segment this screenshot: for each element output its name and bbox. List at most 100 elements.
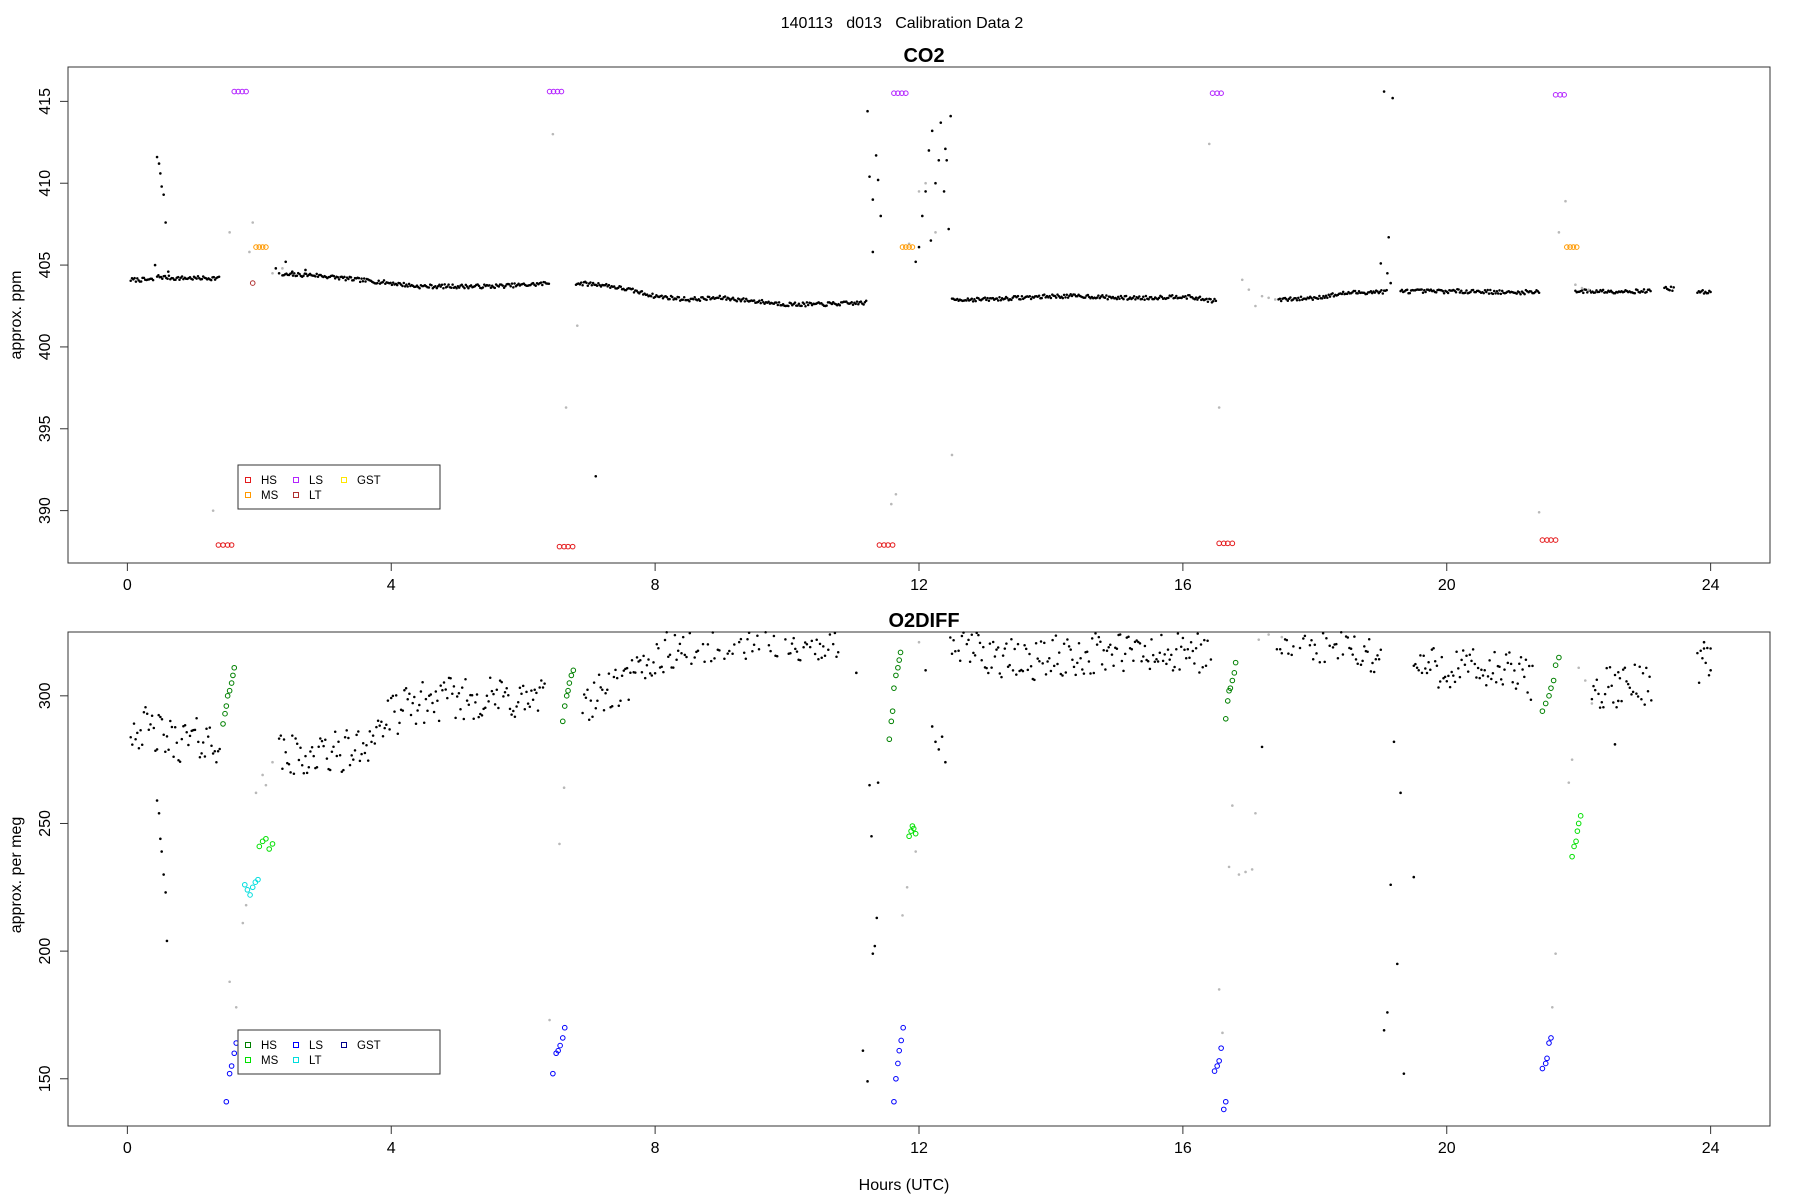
data-point — [344, 278, 347, 282]
flagged-point — [264, 783, 268, 787]
data-point — [1065, 293, 1069, 296]
data-point — [279, 734, 283, 737]
data-point — [1374, 658, 1378, 661]
data-point — [960, 634, 964, 638]
data-point — [723, 295, 727, 298]
data-point — [170, 725, 174, 729]
data-point — [533, 688, 536, 692]
data-point — [1465, 289, 1468, 292]
outlier-point — [1395, 962, 1399, 966]
data-point — [1010, 637, 1013, 641]
data-point — [1463, 663, 1467, 667]
data-point — [1118, 297, 1121, 300]
data-point — [1198, 295, 1202, 299]
outlier-point — [1260, 745, 1264, 749]
data-point — [1621, 668, 1625, 671]
data-point — [330, 750, 334, 754]
data-point — [366, 759, 370, 762]
data-point — [1699, 649, 1702, 652]
data-point — [1419, 654, 1422, 657]
data-point — [142, 276, 146, 280]
data-point — [1140, 659, 1143, 663]
data-point — [1049, 669, 1053, 673]
data-point — [380, 720, 383, 723]
data-point — [1345, 292, 1349, 296]
x-tick-label: 8 — [651, 1140, 660, 1157]
data-point — [299, 746, 302, 750]
data-point — [1495, 290, 1499, 293]
flagged-point — [894, 492, 898, 496]
data-point — [489, 286, 493, 289]
outlier-point — [160, 850, 163, 853]
data-point — [395, 283, 399, 287]
calibration-point-ls — [896, 1047, 903, 1054]
data-point — [385, 723, 388, 727]
data-point — [1432, 647, 1435, 650]
data-point — [1709, 647, 1712, 650]
data-point — [751, 649, 754, 653]
data-point — [1168, 658, 1171, 661]
data-point — [805, 301, 809, 304]
outlier-point — [861, 1049, 865, 1052]
data-point — [465, 699, 469, 702]
data-point — [1101, 293, 1104, 297]
outlier-point — [159, 837, 162, 841]
data-point — [640, 670, 644, 674]
calibration-point-hs — [897, 649, 904, 656]
outlier-point — [939, 121, 943, 124]
data-point — [1373, 291, 1377, 294]
data-point — [418, 703, 421, 707]
data-point — [1491, 671, 1495, 675]
calibration-point-ls — [1552, 92, 1559, 98]
data-point — [1052, 664, 1056, 668]
flagged-point — [1267, 633, 1270, 636]
data-point — [180, 737, 184, 741]
data-point — [662, 670, 665, 674]
data-point — [439, 684, 442, 687]
data-point — [705, 298, 708, 302]
data-point — [1346, 636, 1350, 639]
data-point — [497, 285, 501, 288]
data-point — [1071, 658, 1074, 661]
data-point — [312, 754, 315, 758]
data-point — [154, 749, 157, 753]
flagged-point — [917, 190, 921, 193]
data-point — [1590, 697, 1594, 701]
data-point — [1429, 668, 1432, 672]
data-point — [325, 757, 329, 760]
calibration-point-hs — [895, 664, 901, 671]
data-point — [1193, 662, 1196, 665]
legend-label-gst: GST — [357, 1040, 381, 1052]
flagged-point — [1254, 304, 1257, 308]
legend-swatch — [341, 1042, 347, 1048]
outlier-point — [871, 198, 875, 201]
outlier-point — [920, 214, 924, 218]
data-point — [802, 302, 806, 306]
calibration-point-hs — [563, 693, 570, 699]
data-point — [287, 762, 291, 766]
x-tick-label: 20 — [1438, 577, 1456, 594]
data-point — [209, 278, 213, 282]
data-point — [435, 286, 439, 290]
calibration-point-hs — [1544, 537, 1550, 543]
data-point — [355, 733, 358, 737]
data-point — [396, 732, 400, 735]
data-point — [1356, 662, 1359, 665]
data-point — [681, 635, 685, 639]
data-point — [967, 638, 970, 642]
data-point — [1519, 655, 1523, 659]
data-point — [187, 743, 190, 747]
calibration-point-ms — [912, 830, 919, 837]
data-point — [460, 686, 464, 689]
outlier-point — [866, 1080, 869, 1083]
data-point — [823, 654, 827, 657]
data-point — [614, 668, 617, 672]
data-point — [169, 719, 172, 723]
data-point — [1636, 288, 1639, 292]
outlier-point — [164, 221, 167, 224]
calibration-point-hs — [220, 542, 226, 548]
data-point — [752, 643, 756, 646]
data-point — [756, 634, 759, 638]
data-point — [595, 284, 599, 288]
data-point — [1381, 292, 1385, 295]
